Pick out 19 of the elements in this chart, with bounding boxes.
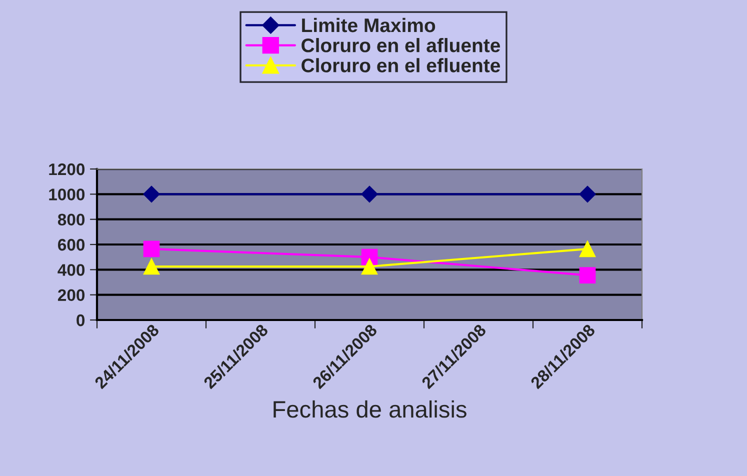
- y-tick-label: 0: [76, 314, 85, 326]
- point: [579, 240, 596, 258]
- point: [143, 240, 160, 258]
- y-tick-label: 600: [58, 238, 85, 251]
- point: [143, 186, 160, 203]
- legend-label: Cloruro en el efluente: [302, 58, 500, 72]
- y-tick-label: 400: [58, 264, 85, 276]
- point: [143, 258, 160, 275]
- y-tick-label: 1200: [49, 163, 85, 176]
- y-tick-label: 800: [58, 214, 85, 226]
- point: [361, 258, 378, 275]
- x-axis-title: Fechas de analisis: [274, 400, 466, 418]
- point: [579, 186, 596, 203]
- legend-label: Cloruro en el afluente: [302, 38, 500, 52]
- point: [361, 186, 378, 203]
- y-tick-label: 200: [58, 289, 85, 302]
- legend-label: Limite Maximo: [302, 18, 436, 32]
- point: [579, 267, 596, 284]
- y-tick-label: 1000: [49, 188, 85, 200]
